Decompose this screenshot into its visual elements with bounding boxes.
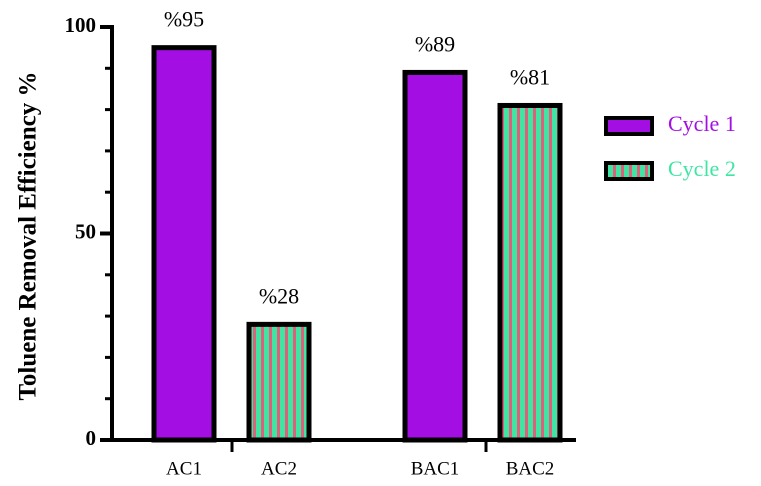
x-tick-label: AC1 bbox=[166, 458, 202, 479]
y-tick-label: 0 bbox=[86, 426, 97, 450]
bar bbox=[246, 321, 312, 443]
y-tick-label: 100 bbox=[65, 13, 97, 37]
x-tick-label: BAC1 bbox=[411, 458, 460, 479]
legend-label: Cycle 1 bbox=[668, 111, 736, 136]
value-label: %28 bbox=[259, 283, 299, 308]
x-tick-label: AC2 bbox=[261, 458, 297, 479]
y-axis-label: Toluene Removal Efficiency % bbox=[15, 72, 42, 401]
value-label: %81 bbox=[510, 65, 550, 90]
legend-label: Cycle 2 bbox=[668, 156, 736, 181]
bar bbox=[151, 45, 217, 443]
legend-swatch bbox=[604, 161, 654, 181]
bar bbox=[402, 69, 468, 443]
x-tick-label: BAC2 bbox=[506, 458, 555, 479]
value-label: %89 bbox=[415, 31, 455, 56]
y-tick-label: 50 bbox=[75, 219, 96, 243]
legend-swatch bbox=[604, 116, 654, 136]
bar bbox=[497, 102, 563, 443]
value-label: %95 bbox=[164, 7, 204, 32]
